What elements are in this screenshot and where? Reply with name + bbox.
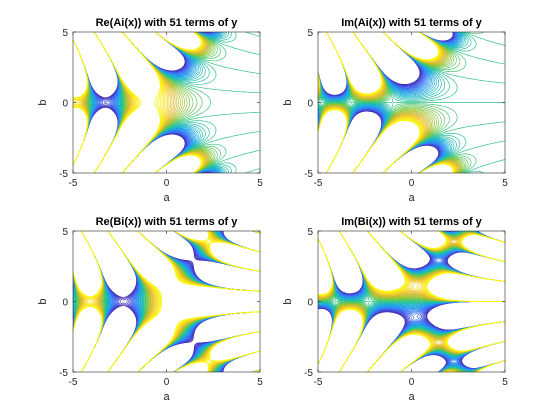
x-tick-label: 0 (164, 377, 170, 388)
y-axis-label: b (37, 99, 49, 105)
chart-title: Re(Bi(x)) with 51 terms of y (96, 216, 239, 228)
x-tick-label: 5 (257, 377, 263, 388)
x-tick-label: 5 (257, 178, 263, 189)
x-tick-label: 0 (164, 178, 170, 189)
x-tick-label: 5 (502, 178, 508, 189)
x-axis-label: a (163, 391, 170, 403)
x-axis-label: a (408, 192, 415, 204)
y-tick-label: 0 (62, 298, 68, 309)
x-tick-label: -5 (69, 377, 78, 388)
subplot: -5 0 5 5 0 -5 a b Im(Ai(x)) with 51 terms of y (282, 17, 508, 204)
y-tick-label: 0 (62, 99, 68, 110)
x-tick-label: -5 (69, 178, 78, 189)
y-tick-label: 5 (62, 227, 68, 238)
x-axis-label: a (163, 192, 170, 204)
y-tick-label: 0 (307, 298, 313, 309)
x-tick-label: -5 (314, 178, 323, 189)
y-axis-label: b (282, 99, 294, 105)
x-tick-label: 0 (409, 377, 415, 388)
y-tick-label: -5 (304, 169, 313, 180)
chart-title: Im(Ai(x)) with 51 terms of y (341, 17, 482, 29)
chart-title: Re(Ai(x)) with 51 terms of y (96, 17, 239, 29)
y-axis-label: b (37, 298, 49, 304)
y-tick-label: -5 (59, 169, 68, 180)
x-tick-label: 0 (409, 178, 415, 189)
x-tick-label: -5 (314, 377, 323, 388)
subplot: -5 0 5 5 0 -5 a b Re(Ai(x)) with 51 terms of y (37, 17, 263, 204)
y-axis-label: b (282, 298, 294, 304)
x-tick-label: 5 (502, 377, 508, 388)
x-axis-label: a (408, 391, 415, 403)
y-tick-label: 5 (62, 28, 68, 39)
y-tick-label: -5 (304, 368, 313, 379)
y-tick-label: 0 (307, 99, 313, 110)
y-tick-label: 5 (307, 227, 313, 238)
chart-title: Im(Bi(x)) with 51 terms of y (341, 216, 482, 228)
y-tick-label: -5 (59, 368, 68, 379)
y-tick-label: 5 (307, 28, 313, 39)
subplot: -5 0 5 5 0 -5 a b Im(Bi(x)) with 51 terms of y (282, 216, 508, 403)
subplot: -5 0 5 5 0 -5 a b Re(Bi(x)) with 51 terms of y (37, 216, 263, 403)
